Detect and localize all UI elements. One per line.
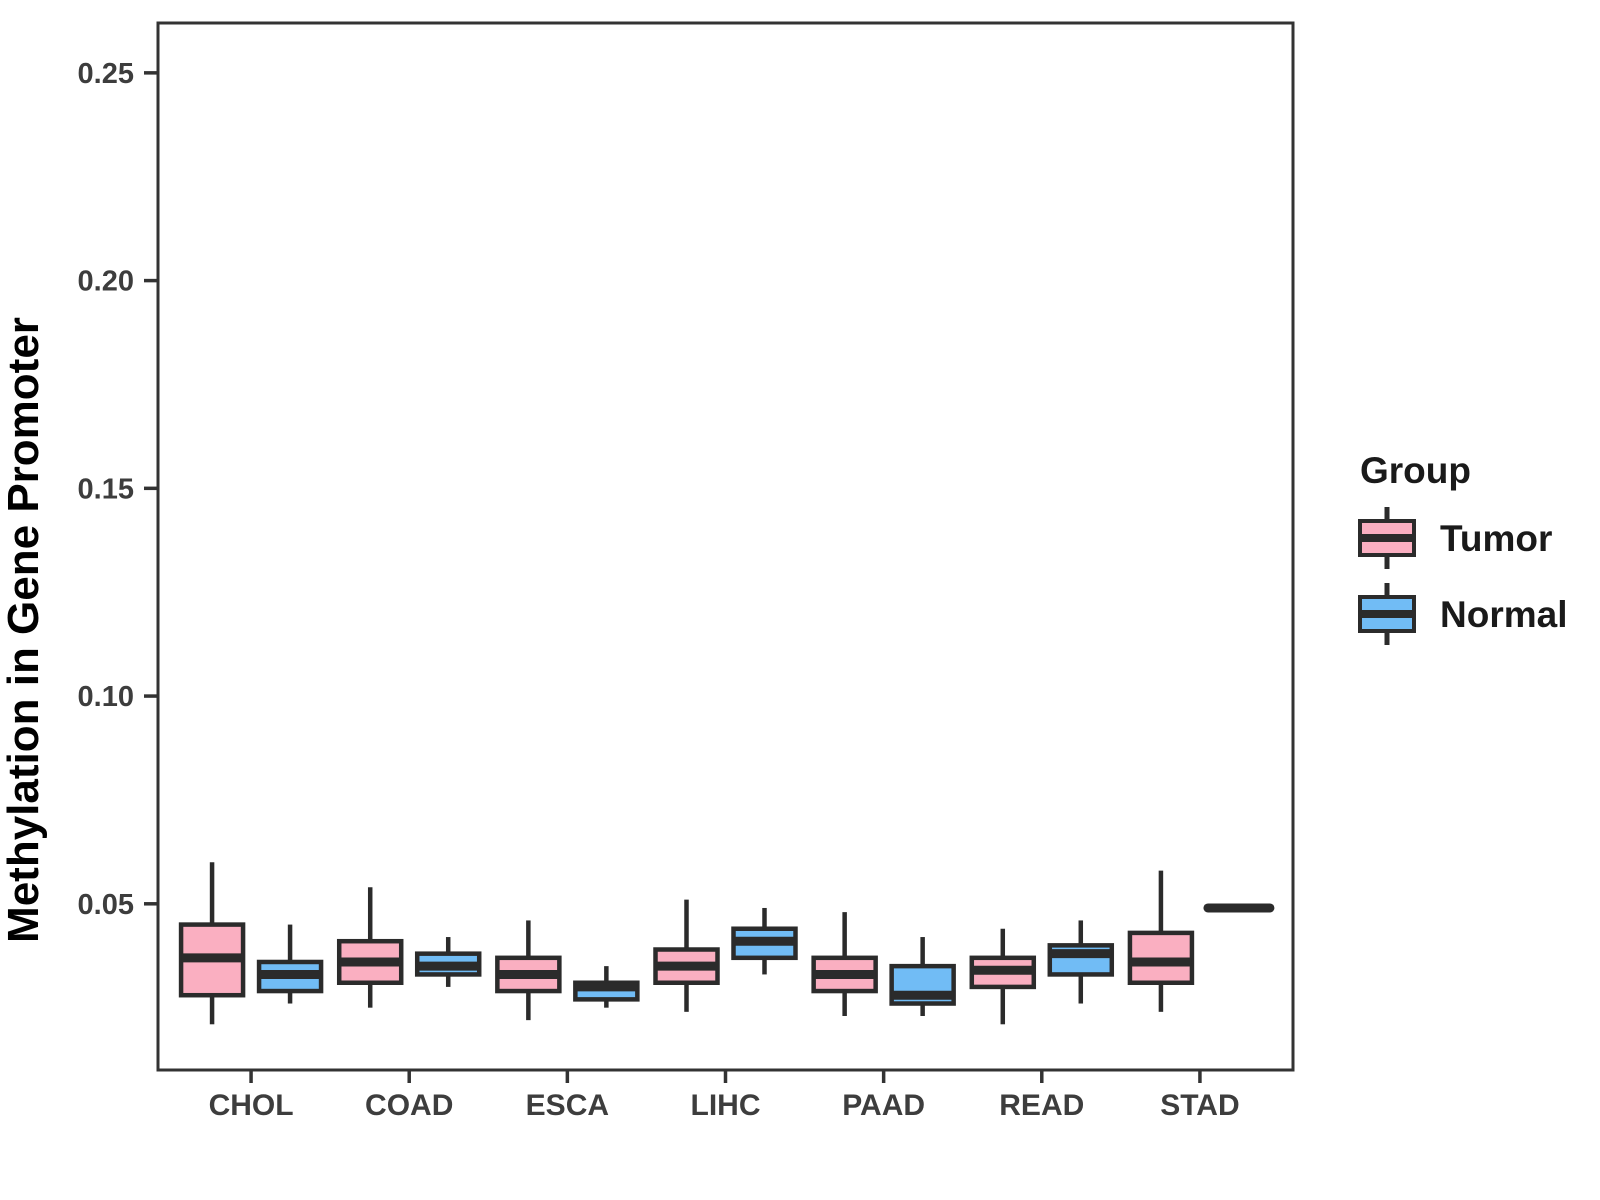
normal-boxplot-icon [1358, 582, 1416, 646]
y-tick-label: 0.20 [78, 266, 134, 298]
x-category-label: ESCA [526, 1089, 609, 1122]
y-tick-label: 0.25 [78, 58, 134, 90]
x-category-label: LIHC [691, 1089, 761, 1122]
glyph-median [1358, 534, 1416, 542]
legend-label-normal: Normal [1440, 593, 1568, 635]
legend: Group Tumor Normal [1358, 452, 1588, 658]
legend-title: Group [1360, 450, 1471, 491]
legend-entry-tumor: Tumor [1358, 506, 1588, 570]
glyph-median [1358, 610, 1416, 618]
x-category-label: PAAD [842, 1089, 925, 1122]
y-tick-label: 0.10 [78, 681, 134, 713]
x-category-label: READ [999, 1089, 1084, 1122]
plot-panel [156, 21, 1295, 1072]
y-axis-title: Methylation in Gene Promoter [0, 317, 48, 943]
x-category-label: COAD [365, 1089, 453, 1122]
y-tick-label: 0.15 [78, 473, 134, 505]
tumor-boxplot-icon [1358, 506, 1416, 570]
x-category-label: CHOL [209, 1089, 294, 1122]
legend-label-tumor: Tumor [1440, 517, 1553, 559]
y-tick-label: 0.05 [78, 889, 134, 921]
legend-entry-normal: Normal [1358, 582, 1588, 646]
x-category-label: STAD [1160, 1089, 1239, 1122]
